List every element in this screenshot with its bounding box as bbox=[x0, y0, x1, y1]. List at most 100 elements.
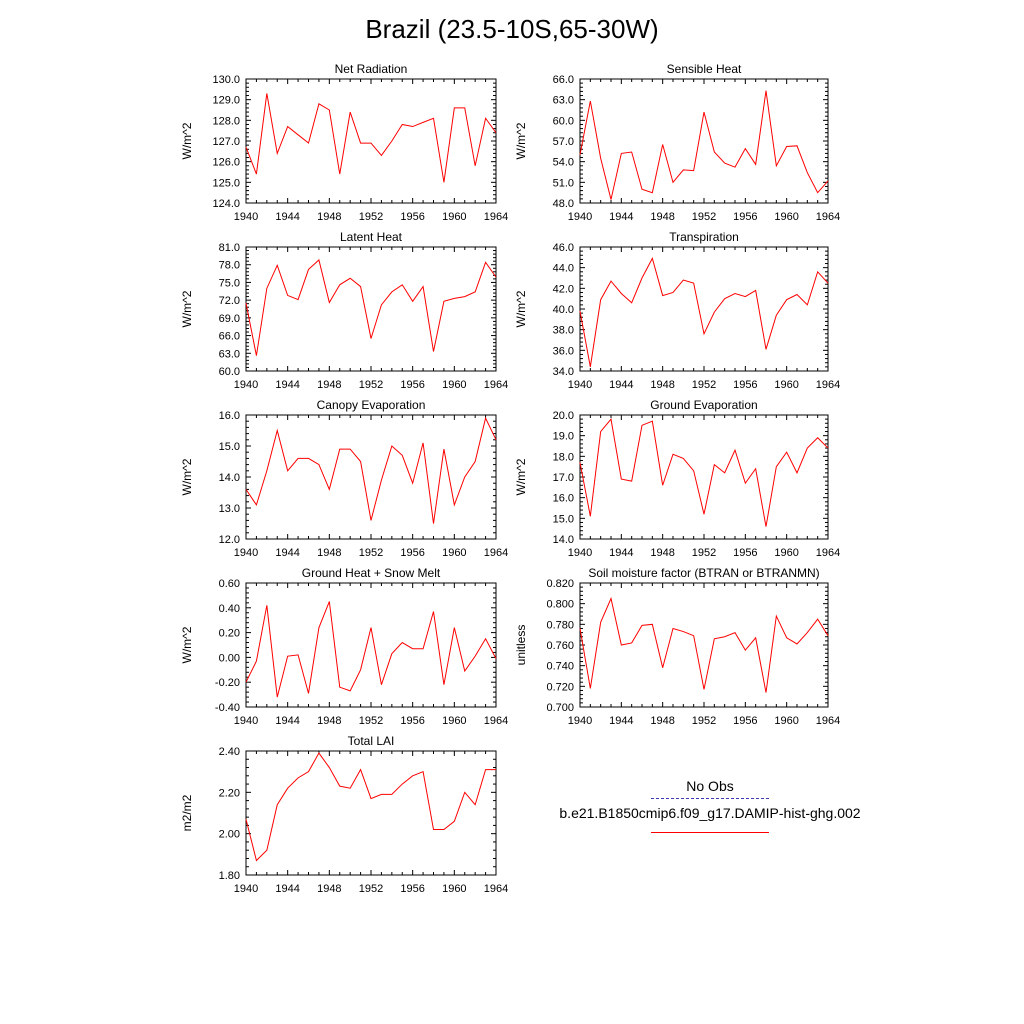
x-tick-label: 1940 bbox=[568, 715, 592, 727]
x-tick-label: 1960 bbox=[442, 715, 466, 727]
y-tick-label: 63.0 bbox=[553, 95, 574, 107]
plot-frame bbox=[579, 78, 829, 204]
y-tick-label: 130.0 bbox=[212, 74, 240, 86]
y-tick-label: 0.720 bbox=[546, 681, 574, 693]
y-tick-label: 0.760 bbox=[546, 640, 574, 652]
y-tick-label: 72.0 bbox=[219, 295, 240, 307]
x-tick-label: 1952 bbox=[692, 211, 716, 223]
series-line bbox=[245, 416, 497, 524]
panel-title: Latent Heat bbox=[340, 230, 403, 244]
x-tick-label: 1952 bbox=[359, 715, 383, 727]
y-tick-label: 19.0 bbox=[553, 431, 574, 443]
y-tick-label: 36.0 bbox=[553, 345, 574, 357]
y-tick-label: 0.00 bbox=[219, 652, 240, 664]
series-line bbox=[579, 90, 829, 200]
x-tick-label: 1964 bbox=[484, 715, 508, 727]
y-tick-label: 12.0 bbox=[219, 534, 240, 546]
panel-title: Soil moisture factor (BTRAN or BTRANMN) bbox=[588, 566, 819, 580]
x-tick-label: 1940 bbox=[234, 883, 258, 895]
y-tick-label: 0.40 bbox=[219, 603, 240, 615]
x-tick-label: 1964 bbox=[484, 379, 508, 391]
y-tick-label: -0.20 bbox=[215, 677, 240, 689]
panel-title: Net Radiation bbox=[335, 62, 408, 76]
panel-7: Ground Heat + Snow Melt W/m^2 1940 1944 1948… bbox=[180, 566, 508, 727]
y-tick-label: 69.0 bbox=[219, 313, 240, 325]
y-tick-label: 13.0 bbox=[219, 503, 240, 515]
x-tick-label: 1948 bbox=[650, 379, 674, 391]
legend-model-label: b.e21.B1850cmip6.f09_g17.DAMIP-hist-ghg.… bbox=[559, 805, 861, 821]
y-tick-label: 0.700 bbox=[546, 702, 574, 714]
x-tick-label: 1944 bbox=[609, 547, 633, 559]
y-tick-label: 60.0 bbox=[553, 115, 574, 127]
x-tick-label: 1944 bbox=[275, 547, 299, 559]
panel-8: Soil moisture factor (BTRAN or BTRANMN) u… bbox=[514, 566, 840, 727]
y-axis-label: W/m^2 bbox=[514, 122, 528, 159]
x-tick-label: 1960 bbox=[442, 211, 466, 223]
y-tick-label: 127.0 bbox=[212, 136, 240, 148]
plot-frame bbox=[579, 414, 829, 540]
y-tick-label: 2.00 bbox=[219, 829, 240, 841]
panel-title: Total LAI bbox=[348, 734, 395, 748]
x-tick-label: 1952 bbox=[692, 715, 716, 727]
x-tick-label: 1956 bbox=[400, 379, 424, 391]
x-tick-label: 1940 bbox=[234, 715, 258, 727]
plot-frame bbox=[245, 246, 497, 372]
y-tick-label: 124.0 bbox=[212, 198, 240, 210]
x-tick-label: 1944 bbox=[275, 715, 299, 727]
y-tick-label: 38.0 bbox=[553, 325, 574, 337]
y-tick-label: 75.0 bbox=[219, 277, 240, 289]
y-tick-label: 18.0 bbox=[553, 451, 574, 463]
x-tick-label: 1952 bbox=[359, 379, 383, 391]
x-tick-label: 1960 bbox=[774, 379, 798, 391]
series-line bbox=[245, 601, 497, 698]
y-tick-label: 1.80 bbox=[219, 870, 240, 882]
panel-2: Sensible Heat W/m^2 1940 1944 1948 1952 1956 19… bbox=[514, 62, 840, 223]
figure-title: Brazil (23.5-10S,65-30W) bbox=[365, 14, 659, 44]
series-line bbox=[245, 752, 496, 862]
x-tick-label: 1956 bbox=[733, 211, 757, 223]
y-axis-label: W/m^2 bbox=[180, 626, 194, 663]
x-tick-label: 1960 bbox=[774, 715, 798, 727]
x-tick-label: 1964 bbox=[484, 547, 508, 559]
x-tick-label: 1952 bbox=[359, 883, 383, 895]
y-tick-label: 0.820 bbox=[546, 578, 574, 590]
y-tick-label: 0.800 bbox=[546, 599, 574, 611]
x-tick-label: 1944 bbox=[275, 211, 299, 223]
x-tick-label: 1952 bbox=[692, 379, 716, 391]
plot-frame bbox=[245, 750, 497, 876]
x-tick-label: 1956 bbox=[733, 547, 757, 559]
x-tick-label: 1956 bbox=[400, 547, 424, 559]
y-tick-label: 14.0 bbox=[553, 534, 574, 546]
y-tick-label: 63.0 bbox=[219, 348, 240, 360]
series-line bbox=[579, 257, 829, 367]
panel-5: Canopy Evaporation W/m^2 1940 1944 1948 1952 1… bbox=[180, 398, 508, 559]
x-tick-label: 1964 bbox=[816, 379, 840, 391]
y-tick-label: 129.0 bbox=[212, 95, 240, 107]
panel-title: Sensible Heat bbox=[667, 62, 742, 76]
y-tick-label: 44.0 bbox=[553, 263, 574, 275]
x-tick-label: 1960 bbox=[774, 547, 798, 559]
x-tick-label: 1940 bbox=[234, 379, 258, 391]
y-tick-label: 78.0 bbox=[219, 260, 240, 272]
x-tick-label: 1948 bbox=[650, 547, 674, 559]
x-tick-label: 1948 bbox=[317, 715, 341, 727]
x-tick-label: 1964 bbox=[484, 211, 508, 223]
series-line bbox=[579, 596, 829, 693]
y-tick-label: 2.20 bbox=[219, 787, 240, 799]
x-tick-label: 1964 bbox=[816, 547, 840, 559]
x-tick-label: 1940 bbox=[568, 547, 592, 559]
x-tick-label: 1960 bbox=[442, 547, 466, 559]
y-axis-label: m2/m2 bbox=[180, 794, 194, 831]
y-tick-label: 34.0 bbox=[553, 366, 574, 378]
y-tick-label: 54.0 bbox=[553, 157, 574, 169]
plot-frame bbox=[579, 246, 829, 372]
x-tick-label: 1960 bbox=[774, 211, 798, 223]
y-tick-label: 46.0 bbox=[553, 242, 574, 254]
legend-model-line-swatch bbox=[651, 832, 769, 833]
x-tick-label: 1944 bbox=[609, 379, 633, 391]
panel-9: Total LAI m2/m2 1940 1944 1948 1952 1956 1960 19… bbox=[180, 734, 508, 895]
panel-title: Transpiration bbox=[669, 230, 739, 244]
x-tick-label: 1948 bbox=[317, 883, 341, 895]
